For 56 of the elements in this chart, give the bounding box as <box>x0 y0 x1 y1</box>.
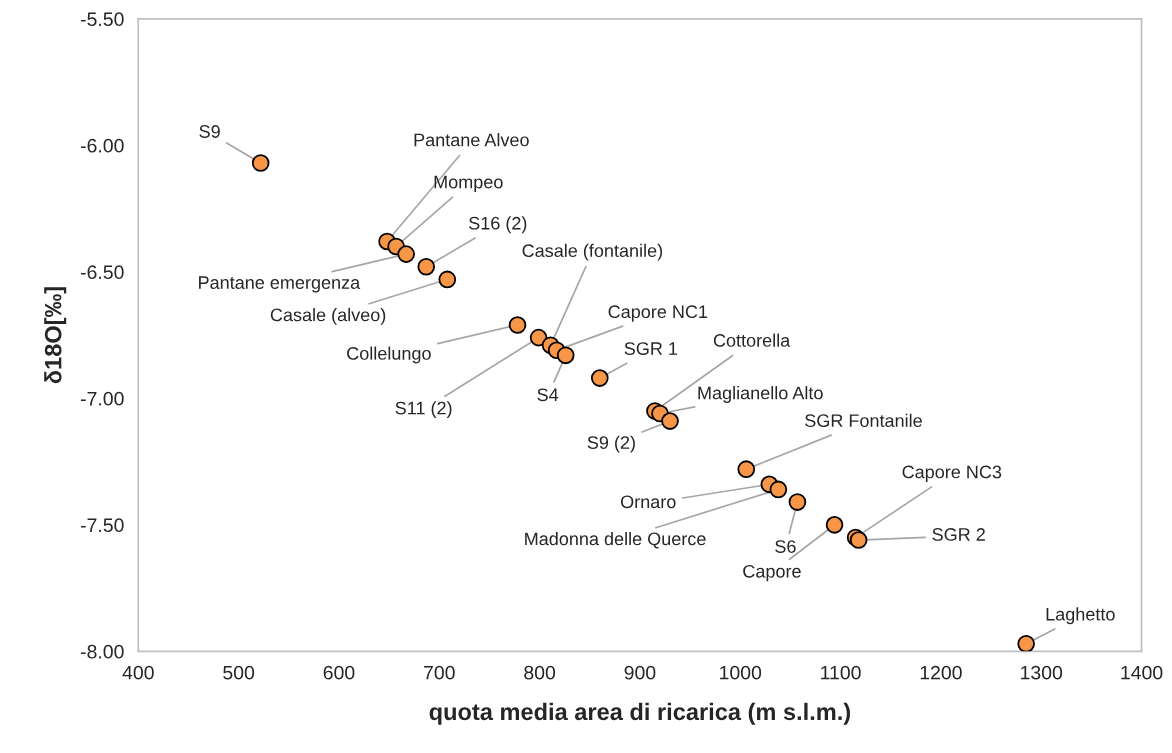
y-tick-label: -6.00 <box>80 138 124 153</box>
point <box>529 328 548 347</box>
annotation: Collelungo <box>347 346 431 364</box>
point <box>737 460 756 479</box>
point <box>661 412 679 430</box>
annotation: S6 <box>775 540 796 553</box>
y-tick-label: -7.50 <box>80 518 124 533</box>
point <box>769 480 788 499</box>
x-axis-title: quota media area di ricarica (m s.l.m.) <box>429 702 851 725</box>
annotation: SGR Fontanile <box>805 413 922 428</box>
annotation: SGR 2 <box>932 528 985 541</box>
point <box>438 270 457 289</box>
y-tick-label: -7.00 <box>80 391 124 406</box>
annotation: Mompeo <box>434 175 503 192</box>
annotation: Laghetto <box>1046 607 1115 625</box>
annotation: S9 <box>199 125 220 138</box>
annotation: Capore NC3 <box>902 465 1002 482</box>
annotation: S9 (2) <box>587 435 635 453</box>
x-tick-label: 700 <box>424 665 455 680</box>
annotation: Ornaro <box>620 495 676 509</box>
annotation: Madonna delle Querce <box>525 532 706 549</box>
point <box>508 316 527 334</box>
annotation: S4 <box>537 388 559 402</box>
x-tick-label: 400 <box>122 665 154 680</box>
x-tick-label: 1300 <box>1021 665 1063 680</box>
y-axis-title: δ18O[‰] <box>44 287 67 384</box>
annotation: Casale (alveo) <box>270 308 386 325</box>
annotation: Capore <box>743 564 801 582</box>
x-tick-label: 800 <box>524 665 556 680</box>
x-tick-label: 1000 <box>720 665 762 680</box>
point <box>590 369 609 387</box>
point <box>417 257 436 276</box>
annotation: S16 (2) <box>469 216 527 234</box>
x-tick-label: 1400 <box>1121 665 1163 680</box>
point <box>825 516 844 534</box>
annotation: Capore NC1 <box>608 305 708 322</box>
annotation: SGR 1 <box>624 342 678 355</box>
annotation: Pantane Alveo <box>414 133 529 147</box>
annotation: Casale (fontanile) <box>522 243 663 261</box>
y-tick-label: -8.00 <box>80 644 124 659</box>
x-tick-label: 500 <box>223 665 255 680</box>
y-tick-label: -6.50 <box>80 265 124 280</box>
point <box>1017 634 1035 652</box>
annotation: Pantane emergenza <box>199 276 361 293</box>
x-tick-label: 900 <box>624 665 656 680</box>
point <box>556 346 575 365</box>
annotation: S11 (2) <box>395 401 452 419</box>
x-tick-label: 1200 <box>920 665 962 680</box>
annotation: Cottorella <box>713 333 791 347</box>
x-tick-label: 1100 <box>821 665 861 680</box>
point <box>397 245 415 263</box>
point <box>251 154 270 172</box>
x-tick-label: 600 <box>323 665 355 680</box>
y-tick-label: -5.50 <box>80 12 124 27</box>
point <box>788 493 807 511</box>
annotation: Maglianello Alto <box>698 386 823 403</box>
